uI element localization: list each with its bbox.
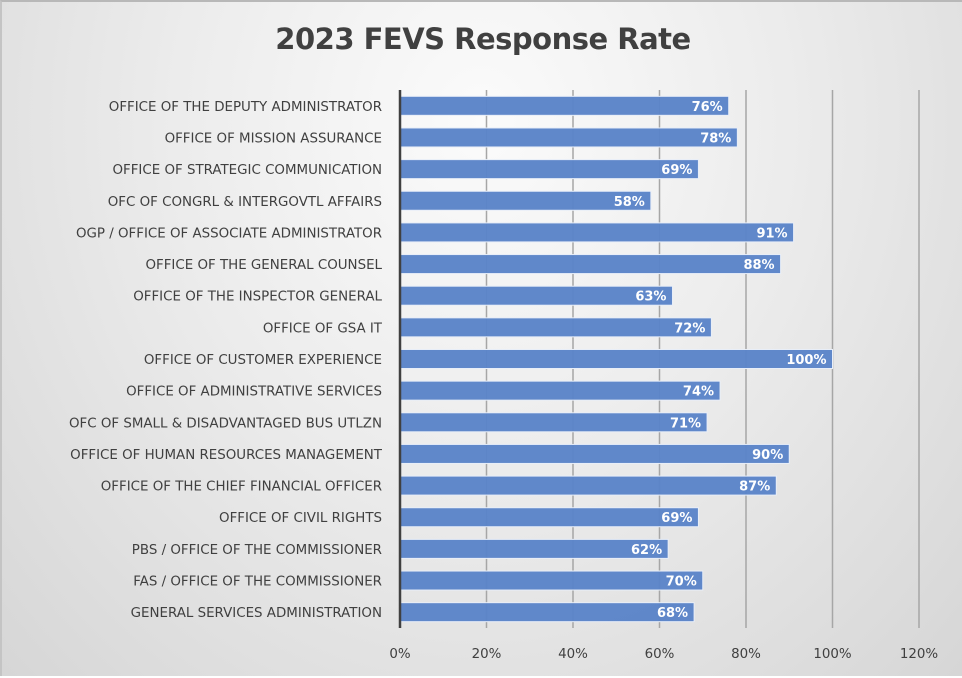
data-label: 71% [670,416,701,431]
bar [399,95,730,116]
bar [399,412,708,433]
bar [399,349,833,369]
x-tick-label: 40% [558,647,588,662]
bar [399,475,777,496]
data-label: 90% [752,448,783,463]
category-label: OFFICE OF THE INSPECTOR GENERAL [133,290,382,305]
x-tick-labels: 0% 20% 40% 60% 80% 100% 120% [389,647,938,662]
data-label: 78% [700,131,731,146]
category-label: OFFICE OF ADMINISTRATIVE SERVICES [126,385,382,400]
data-label: 88% [743,258,774,273]
data-label: 76% [692,100,723,115]
category-label: PBS / OFFICE OF THE COMMISSIONER [132,543,382,558]
category-label: OFFICE OF GSA IT [263,321,383,336]
category-label: OFFICE OF CUSTOMER EXPERIENCE [144,353,382,368]
x-tick-label: 20% [472,647,502,662]
x-tick-label: 120% [900,647,938,662]
bar [399,538,669,559]
bar [399,380,721,401]
data-label: 69% [661,163,692,178]
category-label: OFC OF CONGRL & INTERGOVTL AFFAIRS [108,195,382,210]
data-label: 63% [635,290,666,305]
x-tick-label: 60% [645,647,675,662]
data-label: 62% [631,543,662,558]
bar [399,127,738,148]
x-tick-label: 0% [389,647,410,662]
chart-title: 2023 FEVS Response Rate [275,22,691,56]
data-label: 58% [614,195,645,210]
category-label: OGP / OFFICE OF ASSOCIATE ADMINISTRATOR [76,226,382,241]
x-tick-label: 80% [731,647,761,662]
data-label: 100% [786,353,826,368]
category-label: GENERAL SERVICES ADMINISTRATION [131,606,382,621]
bar [399,507,699,528]
bar [399,285,673,306]
data-label: 69% [661,511,692,526]
category-label: OFFICE OF THE GENERAL COUNSEL [145,258,382,273]
category-label: OFFICE OF CIVIL RIGHTS [219,511,382,526]
bar [399,254,782,275]
data-label: 74% [683,385,714,400]
data-label: 72% [674,321,705,336]
bars [399,95,833,623]
category-label: OFFICE OF THE CHIEF FINANCIAL OFFICER [101,480,382,495]
data-label: 70% [666,575,697,590]
category-label: OFC OF SMALL & DISADVANTAGED BUS UTLZN [69,416,382,431]
bar [399,159,699,180]
category-label: OFFICE OF MISSION ASSURANCE [165,131,382,146]
data-label: 91% [756,226,787,241]
category-label: OFFICE OF STRATEGIC COMMUNICATION [112,163,382,178]
bar [399,443,790,464]
data-label: 68% [657,606,688,621]
category-label: OFFICE OF HUMAN RESOURCES MANAGEMENT [70,448,383,463]
bar [399,570,704,591]
value-labels: 76% 78% 69% 58% 91% 88% 63% 72% 100% 74% 71% 90% 87%… [614,100,827,621]
bar [399,222,795,243]
x-tick-label: 100% [813,647,851,662]
category-label: OFFICE OF THE DEPUTY ADMINISTRATOR [109,100,382,115]
category-labels: OFFICE OF THE DEPUTY ADMINISTRATOR OFFICE… [69,100,383,621]
bar [399,602,695,623]
data-label: 87% [739,480,770,495]
category-label: FAS / OFFICE OF THE COMMISSIONER [133,575,382,590]
bar [399,317,712,338]
